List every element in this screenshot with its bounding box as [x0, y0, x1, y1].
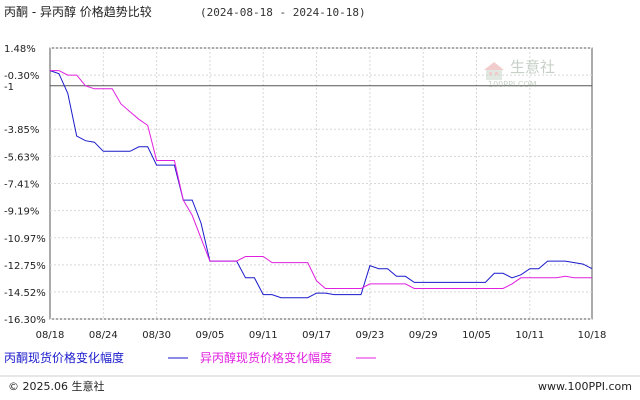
legend-label-acetone: 丙酮现货价格变化幅度 — [4, 350, 124, 365]
x-tick-label: 10/05 — [462, 330, 491, 341]
x-tick-label: 09/11 — [249, 330, 278, 341]
x-axis-labels: 08/18 08/24 08/30 09/05 09/11 09/17 09/23 09/29… — [36, 330, 607, 341]
y-tick-label: -1 — [4, 82, 14, 93]
watermark-url: 100PPI.COM — [488, 80, 537, 89]
watermark-logo: 生意社 100PPI.COM — [484, 58, 555, 89]
vertical-gridlines — [102, 48, 531, 319]
y-tick-label: -0.30% — [4, 71, 39, 82]
x-tick-label: 10/18 — [578, 330, 607, 341]
y-tick-label: -14.52% — [4, 288, 46, 299]
x-tick-label: 09/29 — [409, 330, 438, 341]
x-tick-label: 08/30 — [142, 330, 171, 341]
y-tick-label: -5.63% — [4, 152, 39, 163]
y-tick-label: -12.75% — [4, 261, 46, 272]
x-tick-label: 10/11 — [515, 330, 544, 341]
watermark-name: 生意社 — [510, 58, 555, 76]
footer-copyright: © 2025.06 生意社 — [8, 379, 104, 393]
y-tick-label: -9.19% — [4, 207, 39, 218]
x-tick-label: 09/17 — [302, 330, 331, 341]
chart-title: 丙酮 - 异丙醇 价格趋势比较 — [4, 4, 152, 19]
legend: 丙酮现货价格变化幅度 异丙醇现货价格变化幅度 — [4, 350, 376, 365]
y-tick-label: -3.85% — [4, 125, 39, 136]
y-tick-label: -16.30% — [4, 315, 46, 326]
x-tick-label: 09/23 — [355, 330, 384, 341]
y-tick-label: -7.41% — [4, 180, 39, 191]
watermark-house-icon — [484, 62, 504, 80]
y-tick-label: -10.97% — [4, 234, 46, 245]
x-tick-label: 09/05 — [196, 330, 225, 341]
legend-label-isopropanol: 异丙醇现货价格变化幅度 — [200, 350, 332, 365]
x-tick-label: 08/24 — [89, 330, 118, 341]
chart-date-range: (2024-08-18 - 2024-10-18) — [200, 6, 366, 19]
footer-site-link[interactable]: www.100PPI.com — [538, 380, 632, 393]
y-axis-labels: 1.48% -0.30%-1 -3.85% -5.63% -7.41% -9.19% -10… — [4, 44, 46, 326]
series-isopropanol-line — [50, 70, 592, 289]
x-tick-label: 08/18 — [36, 330, 65, 341]
y-tick-label: 1.48% — [4, 44, 36, 55]
series-acetone-line — [49, 70, 593, 299]
